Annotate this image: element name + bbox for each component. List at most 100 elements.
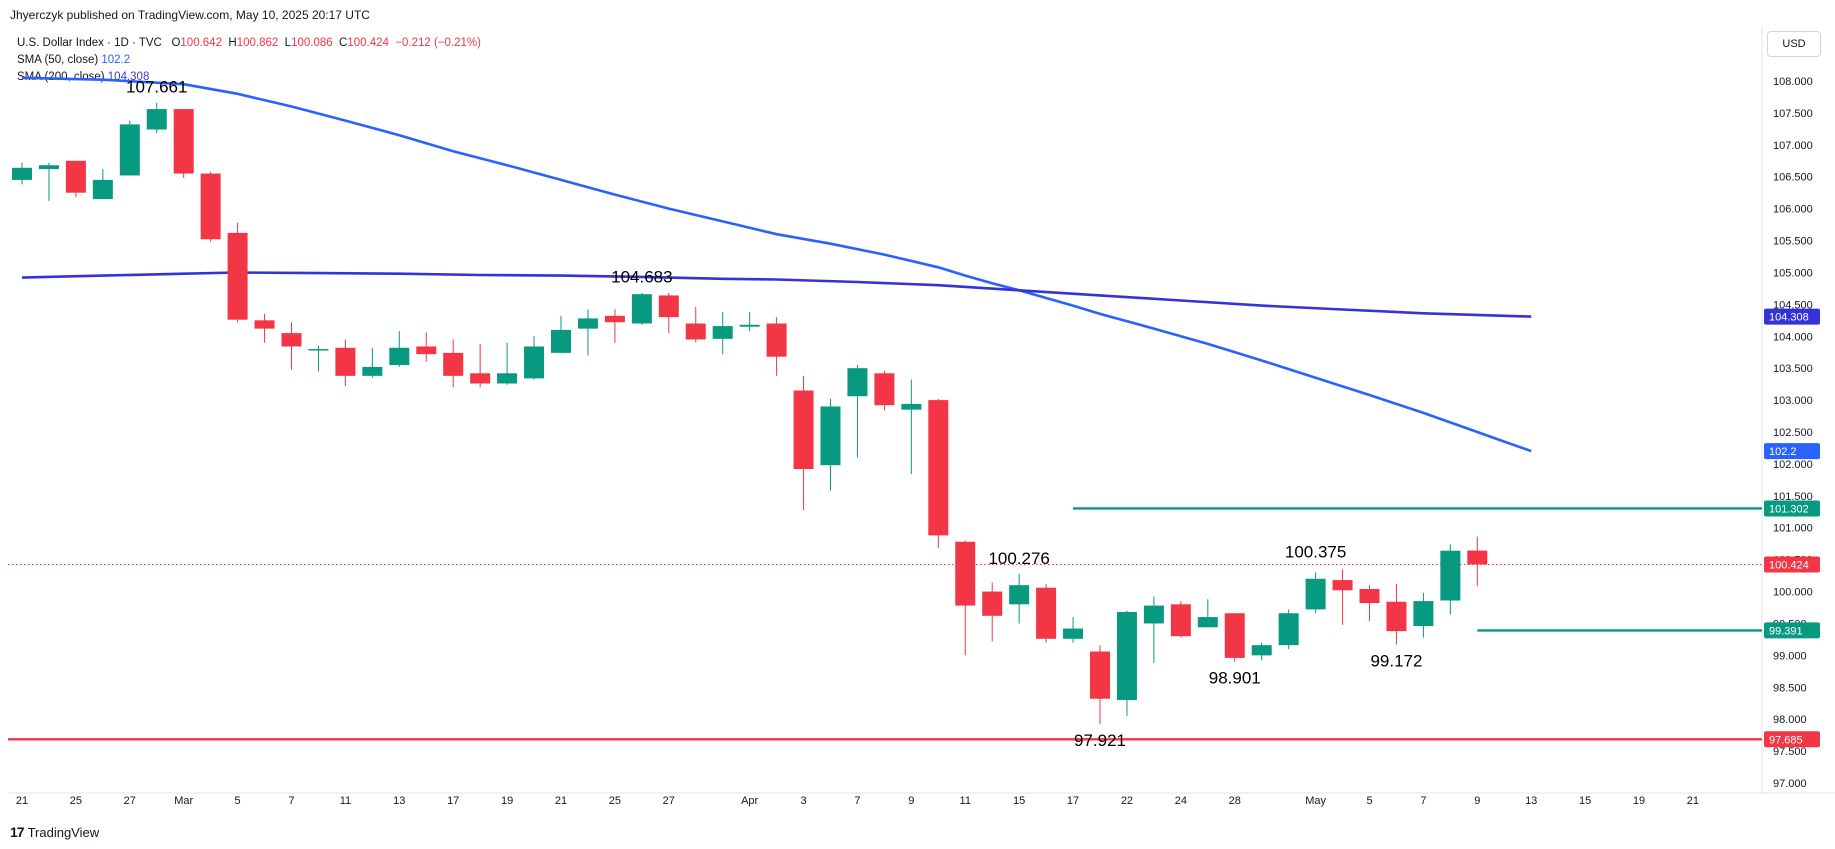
time-tick-label: 28 xyxy=(1229,795,1241,807)
price-annotation: 100.276 xyxy=(988,549,1049,568)
price-annotation: 100.375 xyxy=(1285,543,1346,562)
price-annotation: 107.661 xyxy=(126,78,187,97)
sma200-line xyxy=(21,271,1532,318)
time-tick-label: 17 xyxy=(447,795,459,807)
symbol-name[interactable]: U.S. Dollar Index · 1D · TVC xyxy=(17,37,162,49)
sma-price-badge-bg xyxy=(1764,443,1820,460)
price-tick-label: 101.500 xyxy=(1773,491,1813,503)
candle-body xyxy=(362,366,383,376)
candle-body xyxy=(254,320,275,329)
candle-body xyxy=(685,323,706,340)
open-label: O xyxy=(171,37,181,49)
candle-body xyxy=(173,109,194,174)
candle-body xyxy=(1359,588,1380,604)
candle-body xyxy=(119,124,140,176)
candle-body xyxy=(1036,587,1057,639)
candle-body xyxy=(1143,605,1164,624)
candle-body xyxy=(335,347,356,376)
candle-body xyxy=(955,541,976,606)
candle-body xyxy=(551,329,571,353)
candle-body xyxy=(497,373,518,384)
last-price-badge-bg xyxy=(1764,556,1820,573)
price-tick-label: 97.500 xyxy=(1773,746,1807,758)
time-tick-label: 25 xyxy=(70,795,82,807)
candle-body xyxy=(1440,550,1461,601)
candle-body xyxy=(200,173,221,240)
price-tick-label: 98.500 xyxy=(1773,682,1807,694)
time-tick-label: 7 xyxy=(854,795,860,807)
time-tick-label: 27 xyxy=(663,795,675,807)
price-annotation: 97.921 xyxy=(1074,731,1126,750)
level-price-badge-bg xyxy=(1764,731,1820,748)
candle-body xyxy=(820,406,841,466)
candle-body xyxy=(631,294,652,324)
time-tick-label: 15 xyxy=(1013,795,1025,807)
level-price-badge: 101.302 xyxy=(1769,503,1809,515)
time-tick-label: 13 xyxy=(393,795,405,807)
candle-body xyxy=(604,315,625,323)
time-tick-label: 15 xyxy=(1579,795,1591,807)
price-tick-label: 108.000 xyxy=(1773,76,1813,88)
low-label: L xyxy=(284,37,292,49)
candle-body xyxy=(658,295,679,318)
tradingview-logo-icon: 17 xyxy=(10,824,25,840)
candle-body xyxy=(146,109,167,130)
close-label: C xyxy=(339,37,348,49)
level-price-badge-bg xyxy=(1764,622,1820,639)
price-tick-label: 107.000 xyxy=(1773,140,1813,152)
price-tick-label: 107.500 xyxy=(1773,108,1813,120)
price-annotation: 98.901 xyxy=(1209,669,1261,688)
price-tick-label: 101.000 xyxy=(1773,523,1813,535)
time-tick-label: 21 xyxy=(1687,795,1699,807)
price-tick-label: 105.500 xyxy=(1773,236,1813,248)
candle-body xyxy=(1413,601,1434,627)
sma-price-badge: 104.308 xyxy=(1769,312,1809,324)
candle-body xyxy=(847,368,868,397)
last-price-badge: 100.424 xyxy=(1769,559,1809,571)
price-tick-label: 106.500 xyxy=(1773,172,1813,184)
time-tick-label: 21 xyxy=(555,795,567,807)
level-price-badge: 99.391 xyxy=(1769,625,1803,637)
price-tick-label: 98.000 xyxy=(1773,714,1807,726)
time-tick-label: 11 xyxy=(340,795,351,807)
time-tick-label: 11 xyxy=(960,795,971,807)
candle-body xyxy=(1386,601,1407,632)
price-tick-label: 102.000 xyxy=(1773,459,1813,471)
time-tick-label: 19 xyxy=(1633,795,1645,807)
candle-body xyxy=(874,373,895,406)
level-price-badge: 97.685 xyxy=(1769,734,1803,746)
time-tick-label: May xyxy=(1305,795,1326,807)
tradingview-logo[interactable]: 17 TradingView xyxy=(10,824,99,840)
tradingview-brand: TradingView xyxy=(27,824,100,840)
sma-price-badge: 102.2 xyxy=(1769,446,1797,458)
candle-body xyxy=(1170,604,1191,637)
candle-body xyxy=(1305,578,1326,610)
candle-body xyxy=(1197,617,1218,628)
candle-body xyxy=(712,326,733,339)
price-tick-label: 97.000 xyxy=(1773,778,1807,790)
change-value: −0.212 (−0.21%) xyxy=(395,37,481,49)
candle-body xyxy=(389,347,410,365)
price-annotation: 99.172 xyxy=(1370,651,1422,670)
price-tick-label: 100.000 xyxy=(1773,587,1813,599)
price-tick-label: 103.000 xyxy=(1773,395,1813,407)
chart-legend: U.S. Dollar Index · 1D · TVC O100.642 H1… xyxy=(17,35,481,86)
time-tick-label: 25 xyxy=(609,795,621,807)
time-tick-label: 5 xyxy=(1366,795,1372,807)
ohlc-row[interactable]: U.S. Dollar Index · 1D · TVC O100.642 H1… xyxy=(17,35,481,52)
time-tick-label: 17 xyxy=(1067,795,1079,807)
publisher-line: Jhyerczyk published on TradingView.com, … xyxy=(10,8,370,22)
price-tick-label: 102.500 xyxy=(1773,427,1813,439)
sma50-legend-row[interactable]: SMA (50, close) 102.2 xyxy=(17,52,481,69)
candle-body xyxy=(739,324,760,327)
candle-body xyxy=(1467,550,1488,565)
high-value: 100.862 xyxy=(236,37,279,49)
price-tick-label: 105.000 xyxy=(1773,267,1813,279)
time-tick-label: Mar xyxy=(174,795,193,807)
candle-body xyxy=(1278,613,1299,646)
price-tick-label: 106.000 xyxy=(1773,204,1813,216)
sma-price-badge-bg xyxy=(1764,308,1820,325)
currency-button[interactable]: USD xyxy=(1767,31,1821,57)
time-tick-label: 7 xyxy=(288,795,294,807)
